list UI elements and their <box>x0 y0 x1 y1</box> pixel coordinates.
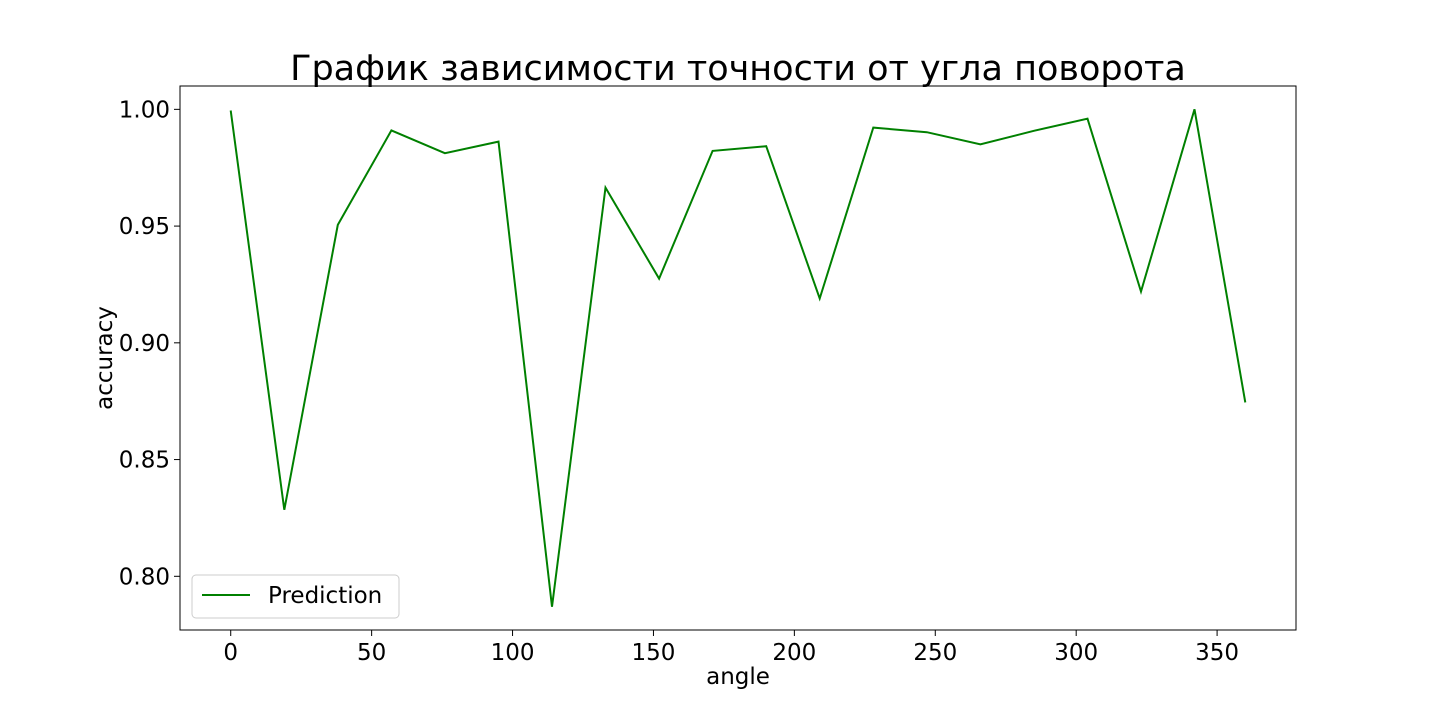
x-tick-label: 350 <box>1195 640 1239 666</box>
series-layer <box>229 109 1247 607</box>
x-tick-label: 250 <box>913 640 957 666</box>
y-axis: 0.80 0.85 0.90 0.95 1.00 <box>119 97 180 590</box>
x-tick-label: 50 <box>357 640 386 666</box>
y-axis-label: accuracy <box>92 306 118 410</box>
x-tick-label: 300 <box>1054 640 1098 666</box>
y-tick-label: 0.85 <box>119 448 170 474</box>
x-axis-label: angle <box>706 664 770 690</box>
x-axis: 0 50 100 150 200 250 300 350 <box>223 630 1239 666</box>
series-line-prediction <box>229 109 1247 607</box>
y-tick-label: 0.80 <box>119 564 170 590</box>
y-tick-label: 0.95 <box>119 214 170 240</box>
plot-area-frame <box>179 85 1297 631</box>
x-tick-label: 0 <box>223 640 238 666</box>
x-tick-label: 100 <box>491 640 535 666</box>
legend: Prediction <box>191 574 400 619</box>
legend-label-prediction: Prediction <box>268 583 382 609</box>
x-tick-label: 200 <box>772 640 816 666</box>
x-tick-label: 150 <box>632 640 676 666</box>
y-tick-label: 0.90 <box>119 331 170 357</box>
chart-title: График зависимости точности от угла пово… <box>290 49 1186 89</box>
legend-box <box>191 574 400 619</box>
y-tick-label: 1.00 <box>119 97 170 123</box>
